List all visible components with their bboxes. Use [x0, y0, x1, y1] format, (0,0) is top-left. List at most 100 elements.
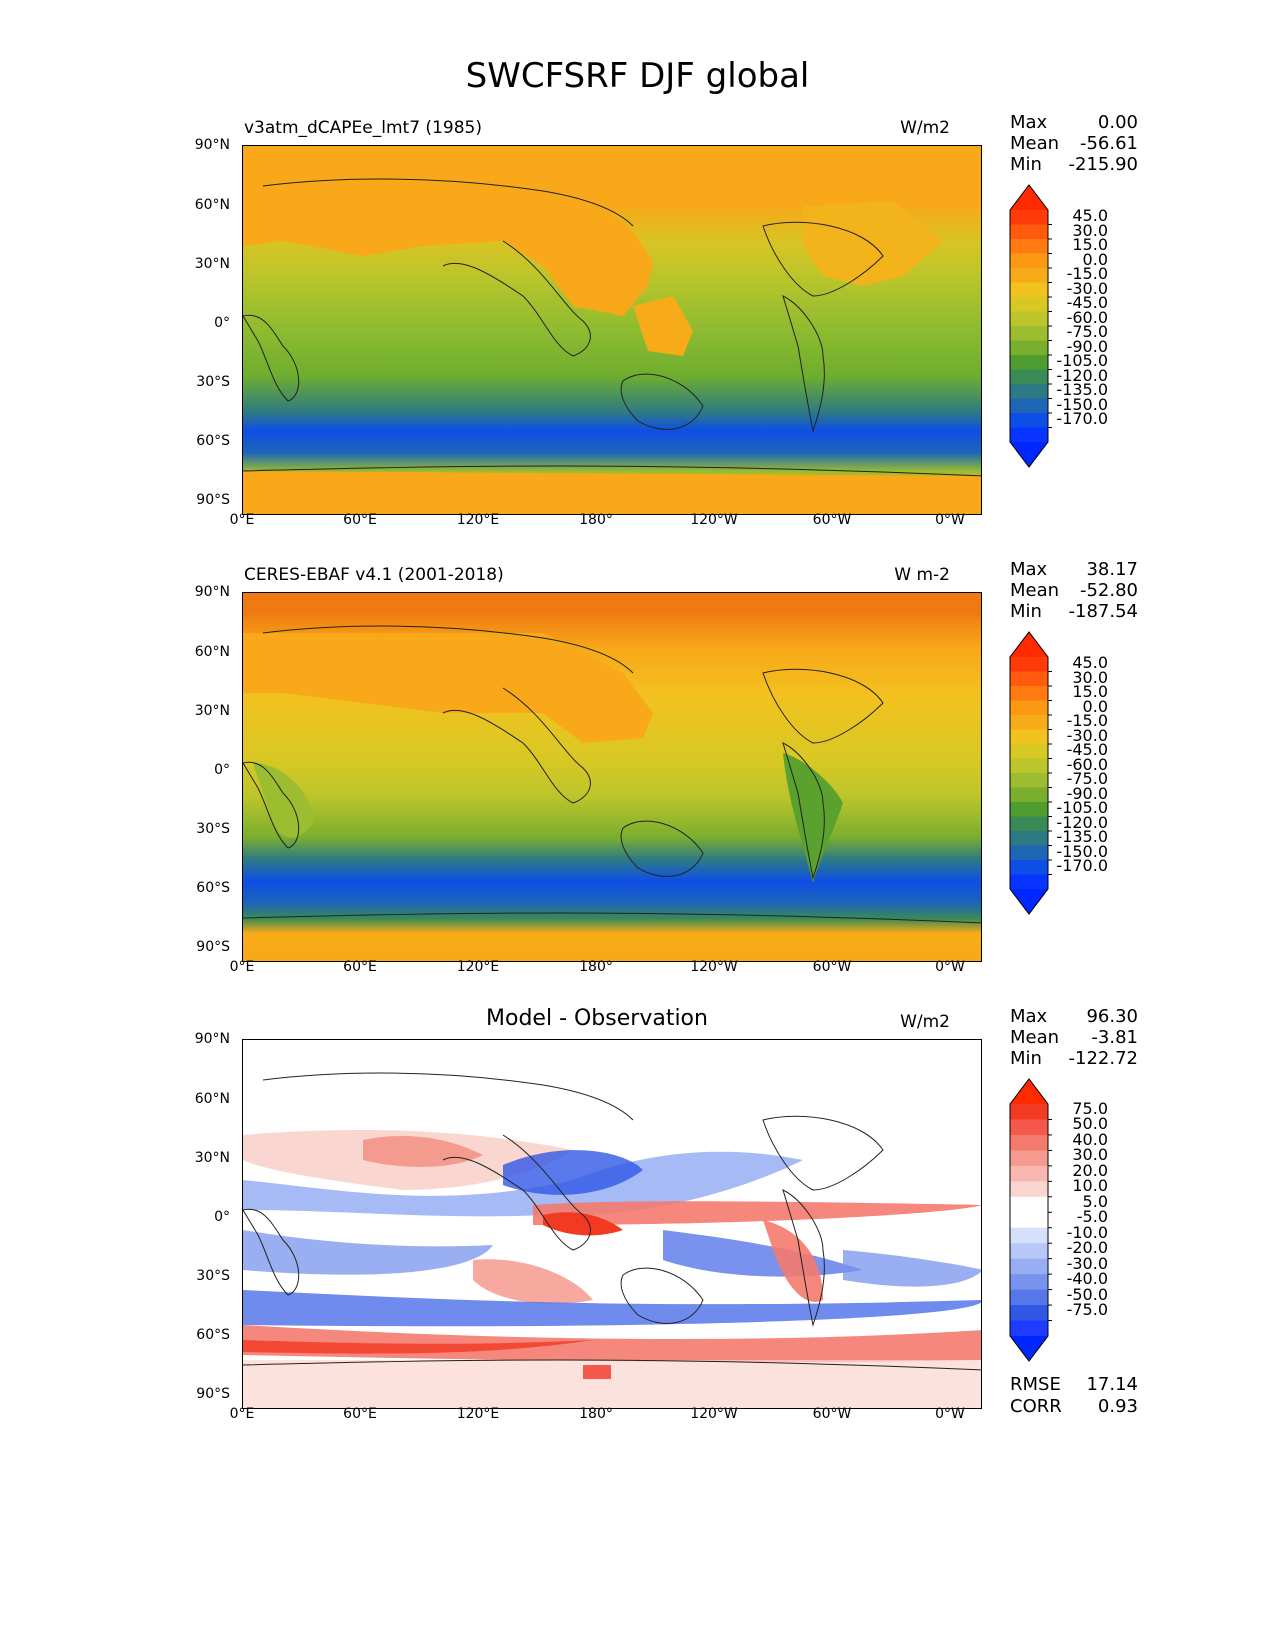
panel-2-xtick: 60°W: [812, 959, 852, 975]
stat-label: Min: [1010, 154, 1042, 175]
panel-1-xtick: 60°W: [812, 512, 852, 528]
stat-label: Min: [1010, 1048, 1042, 1069]
panel-1-ytick: 30°N: [194, 256, 230, 272]
colorbar-swatch: [1010, 253, 1048, 269]
colorbar-swatch: [1010, 340, 1048, 356]
colorbar-swatch: [1010, 1181, 1048, 1198]
colorbar-swatch: [1010, 845, 1048, 861]
panel-3-colorbar-labels: 75.0 50.0 40.0 30.0 20.0 10.0 5.0 -5.0 -10.0 -20.…: [1056, 1101, 1108, 1333]
colorbar-label: -75.0: [1066, 322, 1108, 341]
panel-1-ytick: 0°: [214, 315, 230, 331]
panel-3-xtick: 0°E: [229, 1406, 255, 1422]
colorbar-swatch: [1010, 686, 1048, 701]
panel-2-stats: Max 38.17 Mean -52.80 Min -187.54: [1010, 559, 1138, 622]
panel-1-title: v3atm_dCAPEe_lmt7 (1985): [244, 118, 482, 138]
panel-1-units: W/m2: [900, 118, 950, 138]
colorbar-label: -135.0: [1056, 380, 1108, 399]
colorbar-swatch: [1010, 831, 1048, 846]
rmse-label: RMSE: [1010, 1374, 1061, 1395]
colorbar-swatch: [1010, 1320, 1048, 1337]
colorbar-label: 30.0: [1072, 220, 1108, 240]
panel-3-xtick: 120°E: [456, 1406, 500, 1422]
colorbar-swatch: [1010, 1134, 1048, 1151]
colorbar-label: 45.0: [1072, 206, 1108, 225]
colorbar-label: 75.0: [1072, 1099, 1108, 1118]
colorbar-label: -75.0: [1066, 769, 1108, 788]
panel-2-xtick: 120°E: [456, 959, 500, 975]
colorbar-label: -5.0: [1076, 1207, 1108, 1227]
panel-2-ytick: 30°N: [194, 703, 230, 719]
colorbar-swatch: [1010, 729, 1048, 745]
colorbar-label: -135.0: [1056, 827, 1108, 846]
colorbar-swatch: [1010, 384, 1048, 399]
colorbar-label: -120.0: [1056, 365, 1108, 385]
panel-3-anomaly-field: [243, 1130, 981, 1408]
colorbar-swatch: [1010, 1243, 1048, 1260]
colorbar-swatch: [1010, 326, 1048, 341]
panel-1-map-svg: [243, 146, 981, 514]
stat-label: Mean: [1010, 133, 1060, 154]
panel-1-colorbar-labels: 45.0 30.0 15.0 0.0 -15.0 -30.0 -45.0 -60.0 -75.0…: [1056, 208, 1108, 440]
panel-1-xtick: 120°E: [456, 512, 500, 528]
colorbar-label: 10.0: [1072, 1176, 1108, 1196]
colorbar-label: -90.0: [1066, 336, 1108, 356]
panel-3-colorbar: [1009, 1078, 1052, 1362]
colorbar-swatch: [1010, 297, 1048, 312]
colorbar-outline: [1009, 631, 1049, 915]
colorbar-label: -150.0: [1056, 841, 1108, 861]
panel-1-ytick: 60°S: [196, 433, 230, 449]
colorbar-swatch: [1010, 398, 1048, 414]
stat-max: 0.00: [1097, 112, 1138, 133]
panel-2-xtick: 60°E: [343, 959, 377, 975]
panel-3-coastlines: [243, 1072, 981, 1371]
colorbar-label: -105.0: [1056, 351, 1108, 370]
panel-2-xtick: 120°W: [690, 959, 738, 975]
colorbar-extend-low: [1010, 889, 1048, 914]
colorbar-label: -45.0: [1066, 740, 1108, 759]
colorbar-swatch: [1010, 1289, 1048, 1306]
colorbar-swatch: [1010, 1305, 1048, 1322]
panel-2-colorbar-labels: 45.0 30.0 15.0 0.0 -15.0 -30.0 -45.0 -60.0 -75.0…: [1056, 655, 1108, 887]
colorbar-swatch: [1010, 787, 1048, 803]
colorbar-swatch: [1010, 1165, 1048, 1182]
colorbar-swatch: [1010, 311, 1048, 327]
colorbar-label: -50.0: [1066, 1284, 1108, 1304]
colorbar-extend-low: [1010, 442, 1048, 467]
figure-title: SWCFSRF DJF global: [465, 56, 810, 96]
colorbar-extend-high: [1010, 632, 1048, 657]
stat-max: 96.30: [1086, 1006, 1138, 1027]
colorbar-swatch: [1010, 700, 1048, 716]
stat-min: -187.54: [1068, 601, 1138, 622]
panel-1-ytick: 60°N: [194, 197, 230, 213]
colorbar-label: -15.0: [1066, 264, 1108, 283]
stat-min: -122.72: [1068, 1048, 1138, 1069]
panel-3-ytick: 90°N: [194, 1031, 230, 1047]
stat-mean: -3.81: [1091, 1027, 1138, 1048]
panel-2-ytick: 90°S: [196, 939, 230, 955]
panel-2-colorbar: [1009, 631, 1052, 915]
colorbar-label: -60.0: [1066, 754, 1108, 774]
colorbar-outline: [1009, 1078, 1049, 1362]
colorbar-extend-high: [1010, 1079, 1048, 1104]
stat-label: Min: [1010, 601, 1042, 622]
colorbar-swatch: [1010, 671, 1048, 687]
colorbar-swatch: [1010, 715, 1048, 730]
colorbar-swatch: [1010, 268, 1048, 283]
panel-1-ytick: 90°S: [196, 492, 230, 508]
panel-3-units: W/m2: [900, 1012, 950, 1032]
panel-1-map: [242, 145, 982, 515]
colorbar-swatch: [1010, 1150, 1048, 1167]
panel-3-ytick: 60°S: [196, 1327, 230, 1343]
panel-1-ytick: 30°S: [196, 374, 230, 390]
colorbar-label: -90.0: [1066, 783, 1108, 803]
panel-3-map: [242, 1039, 982, 1409]
panel-1-xtick: 60°E: [343, 512, 377, 528]
colorbar-label: -60.0: [1066, 307, 1108, 327]
colorbar-label: 0.0: [1082, 696, 1108, 716]
colorbar-label: -75.0: [1066, 1300, 1108, 1320]
colorbar-label: 50.0: [1072, 1114, 1108, 1134]
colorbar-swatch: [1010, 210, 1048, 225]
stat-label: Mean: [1010, 1027, 1060, 1048]
colorbar-label: -45.0: [1066, 293, 1108, 312]
stat-max: 38.17: [1086, 559, 1138, 580]
